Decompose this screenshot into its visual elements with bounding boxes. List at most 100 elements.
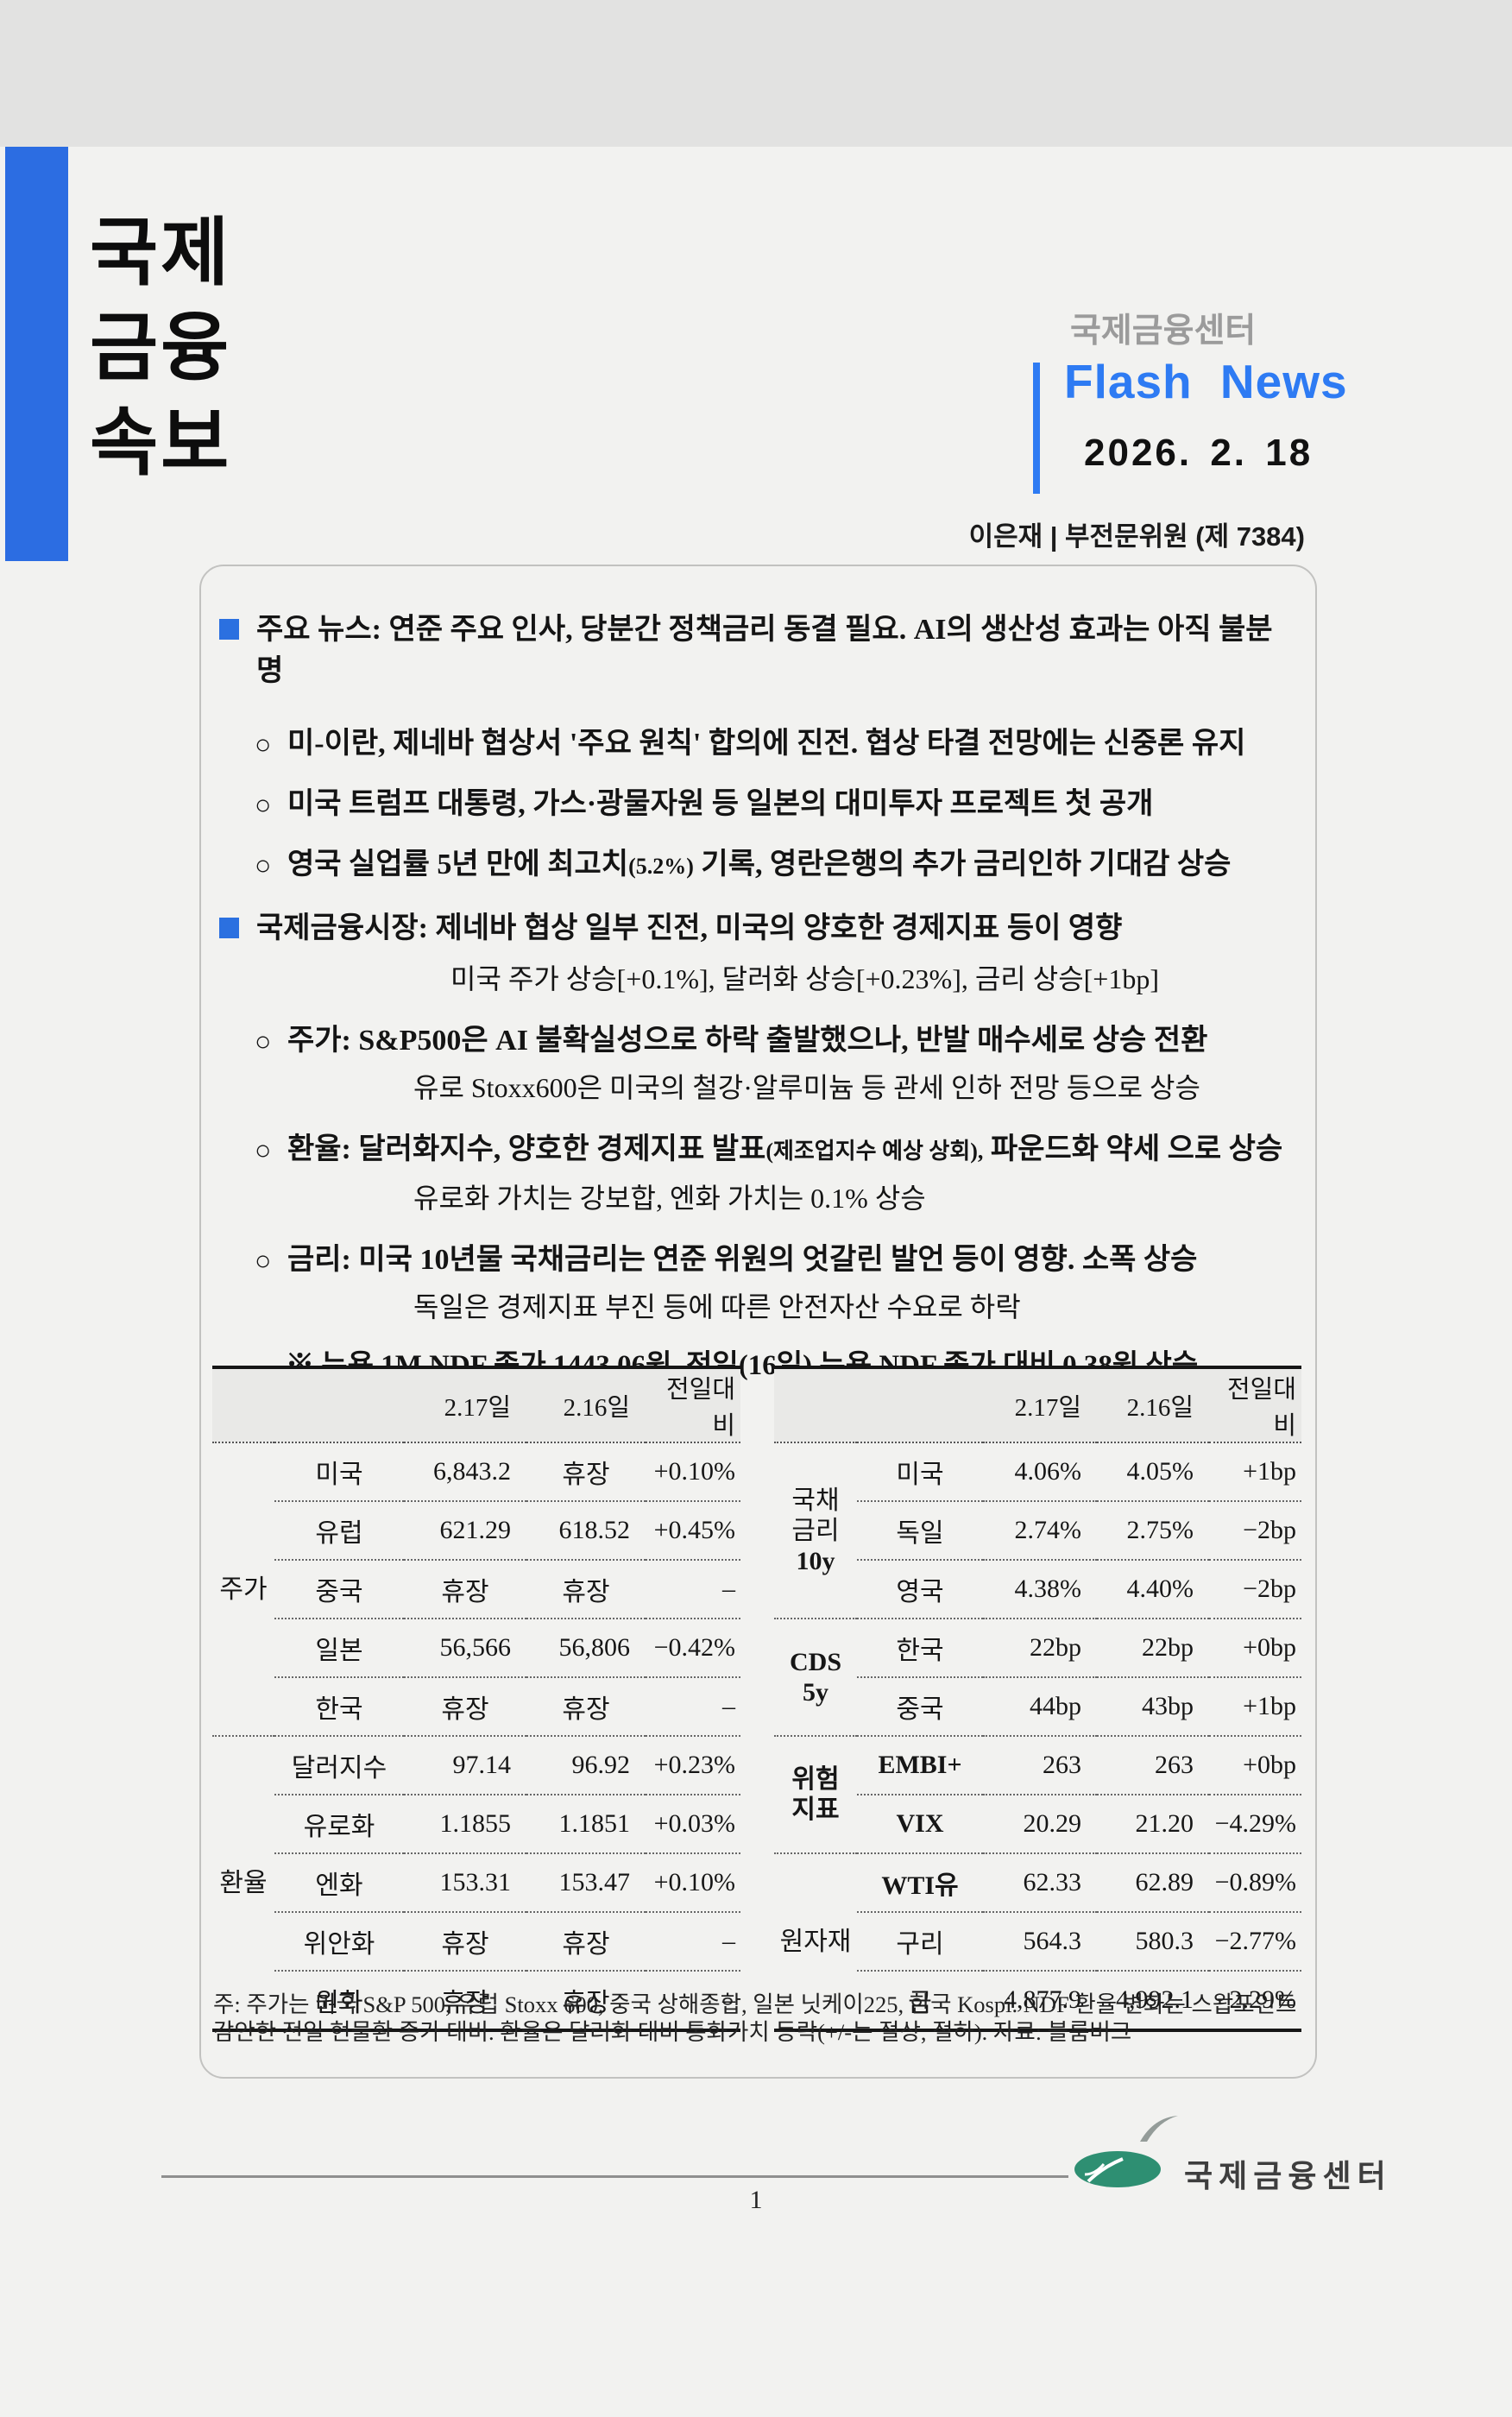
value-cell: 97.14 <box>404 1736 526 1795</box>
org-name: 국제금융센터 <box>1070 312 1257 350</box>
news-bullet-list: 주요 뉴스: 연준 주요 인사, 당분간 정책금리 동결 필요. AI의 생산성… <box>201 609 1295 1386</box>
column-header <box>212 1367 274 1443</box>
change-cell: −2.77% <box>1209 1912 1301 1972</box>
value-cell: 580.3 <box>1097 1912 1209 1972</box>
bullet-item-plain: 독일은 경제지표 부진 등에 따른 안전자산 수요로 하락 <box>201 1286 1295 1328</box>
change-cell: +0.03% <box>646 1795 740 1854</box>
bullet-text: 독일은 경제지표 부진 등에 따른 안전자산 수요로 하락 <box>413 1291 1021 1322</box>
circle-bullet-icon: ○ <box>255 789 272 820</box>
change-cell: −2bp <box>1209 1501 1301 1561</box>
table-row: 주가 미국 6,843.2 휴장 +0.10% <box>212 1442 740 1737</box>
column-header <box>774 1367 857 1443</box>
content-box: 주요 뉴스: 연준 주요 인사, 당분간 정책금리 동결 필요. AI의 생산성… <box>199 565 1317 2079</box>
table-row: 환율 달러지수 97.14 96.92 +0.23% <box>212 1736 740 1897</box>
bullet-text: 영국 실업률 5년 만에 최고치(5.2%) 기록, 영란은행의 추가 금리인하… <box>287 849 1232 880</box>
value-cell: 20.29 <box>983 1795 1097 1854</box>
change-cell: – <box>722 1985 735 2014</box>
change-cell: +0.10% <box>646 1853 740 1913</box>
value-cell: 96.92 <box>526 1736 646 1795</box>
table-row: 엔화 153.31 153.47 +0.10% <box>212 1853 740 1913</box>
table-row: 국채 금리 10y 미국 4.06% 4.05% +1bp <box>774 1442 1301 1619</box>
value-cell: 2.75% <box>1097 1501 1209 1561</box>
row-label: 달러지수 <box>274 1736 404 1795</box>
value-cell: 56,806 <box>526 1619 646 1678</box>
kcif-logo-svg <box>1074 2116 1178 2187</box>
column-header: 2.17일 <box>983 1367 1097 1443</box>
kcif-logo-icon <box>1073 2112 1181 2207</box>
value-cell: 44bp <box>983 1677 1097 1737</box>
value-cell: 4.05% <box>1097 1442 1209 1502</box>
footer-rule <box>161 2175 1068 2178</box>
flash-accent-line <box>1033 363 1040 494</box>
table-row: 원화 휴장 휴장 – <box>212 1971 740 2030</box>
column-header: 2.17일 <box>404 1367 526 1443</box>
issue-date: 2026. 2. 18 <box>1084 432 1314 474</box>
square-bullet-icon <box>219 918 239 938</box>
product-title: Flash News <box>1064 355 1348 408</box>
column-header <box>274 1367 404 1443</box>
column-header: 전일대비 <box>1209 1367 1301 1443</box>
change-cell: – <box>646 1677 740 1737</box>
value-cell: 22bp <box>1097 1619 1209 1678</box>
bullet-text: 주요 뉴스: 연준 주요 인사, 당분간 정책금리 동결 필요. AI의 생산성… <box>256 614 1273 687</box>
author-line: 이은재 | 부전문위원 (제 7384) <box>968 521 1305 552</box>
table-row: 영국 4.38% 4.40% −2bp <box>774 1560 1301 1619</box>
column-header: 2.16일 <box>1097 1367 1209 1443</box>
change-cell: −2.29% <box>1214 1985 1296 2014</box>
bullet-text: 미-이란, 제네바 협상서 '주요 원칙' 합의에 진전. 협상 타결 전망에는… <box>287 728 1246 760</box>
table-row: 중국 휴장 휴장 – <box>212 1560 740 1619</box>
market-table-stocks-fx: 2.17일 2.16일 전일대비 주가 미국 6,843.2 휴장 +0.10% 유럽 621.2… <box>212 1366 740 2032</box>
row-label: 중국 <box>274 1560 404 1619</box>
change-cell: +1bp <box>1209 1442 1301 1502</box>
value-cell: 1.1851 <box>526 1795 646 1854</box>
change-cell: +0bp <box>1209 1619 1301 1678</box>
row-label: 위안화 <box>274 1912 404 1972</box>
value-cell: 564.3 <box>983 1912 1097 1972</box>
row-label: 미국 <box>274 1442 404 1502</box>
group-label: 원자재 <box>779 1927 852 1956</box>
value-cell: 43bp <box>1097 1677 1209 1737</box>
change-cell: +0bp <box>1209 1736 1301 1795</box>
square-bullet-icon <box>219 619 239 640</box>
bullet-item-square: 국제금융시장: 제네바 협상 일부 진전, 미국의 양호한 경제지표 등이 영향 <box>201 908 1295 950</box>
row-label: 금 <box>908 1989 932 2017</box>
row-label: EMBI+ <box>857 1736 983 1795</box>
bullet-item-circle: ○ 미-이란, 제네바 협상서 '주요 원칙' 합의에 진전. 협상 타결 전망에… <box>201 723 1295 765</box>
group-label: CDS 5y <box>774 1619 857 1737</box>
value-cell: 휴장 <box>526 1912 646 1972</box>
value-cell: 휴장 <box>404 1912 526 1972</box>
circle-bullet-icon: ○ <box>255 849 272 880</box>
value-cell: 4.06% <box>983 1442 1097 1502</box>
circle-bullet-icon: ○ <box>255 1245 272 1276</box>
table-row: 독일 2.74% 2.75% −2bp <box>774 1501 1301 1561</box>
bullet-item-circle: ○ 환율: 달러화지수, 양호한 경제지표 발표(제조업지수 예상 상회), 파운… <box>201 1129 1295 1172</box>
value-cell: 4,992.1 <box>1116 1985 1194 2014</box>
group-label: 환율 <box>219 1868 268 1897</box>
bullet-item-plain: 유로 Stoxx600은 미국의 철강·알루미늄 등 관세 인하 전망 등으로 … <box>201 1067 1295 1108</box>
doc-title-line: 속보 <box>90 401 232 484</box>
bullet-item-circle: ○ 미국 트럼프 대통령, 가스·광물자원 등 일본의 대미투자 프로젝트 첫 공… <box>201 784 1295 825</box>
bullet-item-circle: ○ 금리: 미국 10년물 국채금리는 연준 위원의 엇갈린 발언 등이 영향. … <box>201 1240 1295 1281</box>
bullet-item-plain: 유로화 가치는 강보합, 엔화 가치는 0.1% 상승 <box>201 1177 1295 1219</box>
table-row: 구리 564.3 580.3 −2.77% <box>774 1912 1301 1972</box>
kcif-logo-text: 국제금융센터 <box>1184 2158 1392 2193</box>
table-header-row: 2.17일 2.16일 전일대비 <box>774 1367 1301 1443</box>
table-row: 위험 지표 EMBI+ 263 263 +0bp <box>774 1736 1301 1854</box>
table-row: 유럽 621.29 618.52 +0.45% <box>212 1501 740 1561</box>
masthead-accent-bar <box>5 147 68 561</box>
bullet-text: 환율: 달러화지수, 양호한 경제지표 발표(제조업지수 예상 상회), 파운드… <box>287 1133 1283 1165</box>
value-cell: 휴장 <box>441 1989 489 2017</box>
value-cell: 618.52 <box>526 1501 646 1561</box>
table-footnote: 주: 주가는 미국 S&P 500, 유럽 Stoxx 600, 중국 상해종합… <box>213 1991 1297 2045</box>
market-data-table: 2.17일 2.16일 전일대비 국채 금리 10y 미국 4.06% 4.05% +1bp 독일 2… <box>774 1366 1301 2032</box>
value-cell: 휴장 <box>404 1560 526 1619</box>
change-cell: −0.89% <box>1209 1853 1301 1913</box>
table-row: 원자재 WTI유 62.33 62.89 −0.89% <box>774 1853 1301 1956</box>
row-label: 중국 <box>857 1677 983 1737</box>
value-cell: 621.29 <box>404 1501 526 1561</box>
value-cell: 263 <box>983 1736 1097 1795</box>
bullet-item-square: 주요 뉴스: 연준 주요 인사, 당분간 정책금리 동결 필요. AI의 생산성… <box>201 609 1295 692</box>
value-cell: 휴장 <box>404 1677 526 1737</box>
market-data-table: 2.17일 2.16일 전일대비 주가 미국 6,843.2 휴장 +0.10% 유럽 621.2… <box>212 1366 740 2032</box>
group-label: 주가 <box>212 1442 274 1737</box>
